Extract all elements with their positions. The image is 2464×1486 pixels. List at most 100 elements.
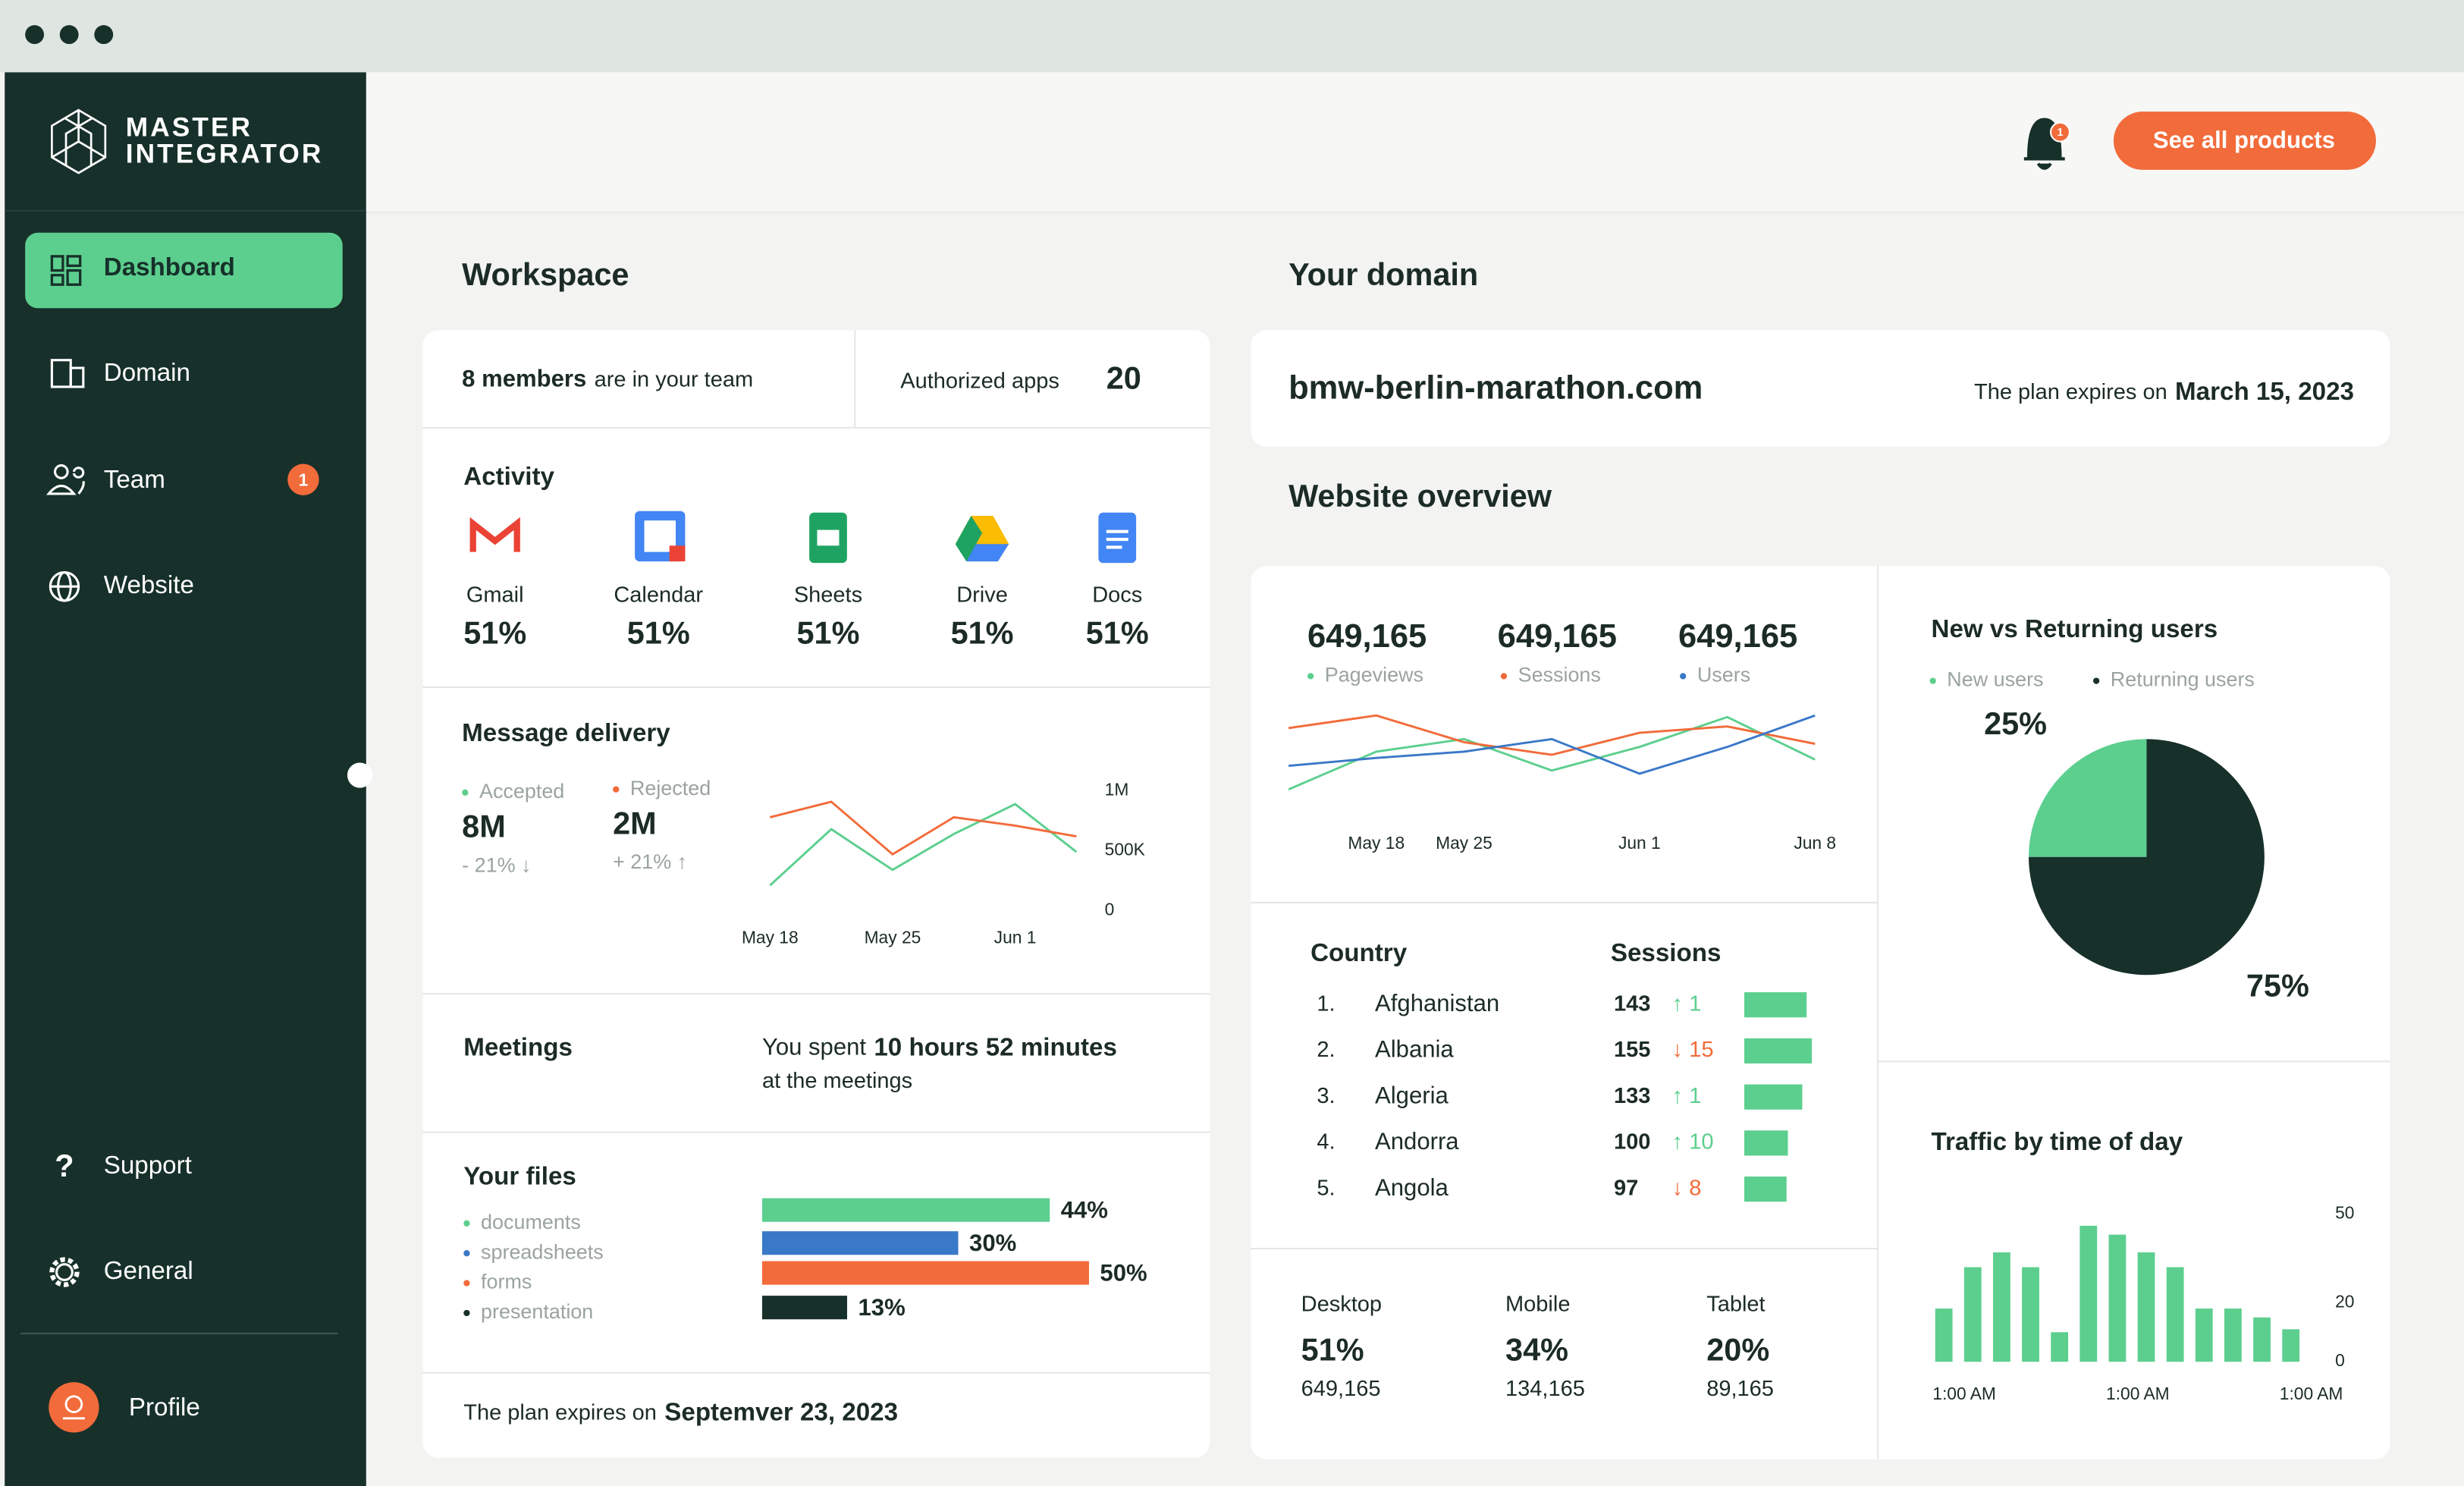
x-tick-label: 1:00 AM [2280, 1384, 2343, 1403]
card-title: Message delivery [462, 719, 670, 747]
legend-label: Accepted [479, 780, 564, 803]
bar [761, 1296, 848, 1320]
section-title: Workspace [462, 256, 629, 292]
legend-label: Users [1697, 664, 1750, 686]
stat-change: - 21% ↓ [462, 853, 531, 876]
plan-text-part: Septemver 23, 2023 [664, 1398, 898, 1426]
apps-count: 20 [1106, 360, 1141, 396]
country: Angola [1375, 1174, 1449, 1201]
x-tick-label: May 18 [742, 928, 799, 947]
workspace-dividers [422, 330, 1210, 1374]
stat-value: 649,165 [1678, 618, 1797, 655]
y-tick-label: 50 [2335, 1202, 2354, 1222]
support-icon: ? [55, 1148, 74, 1183]
session-bar [1744, 1038, 1813, 1063]
button-label[interactable]: See all products [2153, 127, 2335, 153]
sessions: 97 [1614, 1176, 1638, 1200]
dashboard-icon [50, 255, 82, 286]
stat-value: 649,165 [1498, 618, 1617, 655]
domain-name: bmw-berlin-marathon.com [1288, 370, 1703, 407]
nav-item[interactable]: Website [104, 571, 194, 599]
device-share: 34% [1505, 1332, 1568, 1368]
change: ↓ 15 [1672, 1038, 1714, 1062]
legend-dot [1929, 677, 1936, 684]
window-bar [0, 0, 2464, 73]
change: ↑ 10 [1672, 1130, 1714, 1155]
change: ↑ 1 [1672, 991, 1702, 1016]
y-tick-label: 0 [2335, 1350, 2345, 1370]
bar [1935, 1308, 1953, 1362]
sessions: 143 [1614, 991, 1650, 1016]
avatar-icon [62, 1395, 85, 1420]
session-bar [1744, 1084, 1803, 1110]
meetings-text-part: 10 hours 52 minutes [874, 1033, 1117, 1061]
x-tick-label: May 18 [1348, 833, 1405, 853]
domain-card [1251, 330, 2390, 447]
device-name: Desktop [1301, 1292, 1382, 1316]
nav-item[interactable]: General [104, 1257, 193, 1285]
bar [2051, 1332, 2069, 1362]
nav-badge [287, 463, 319, 495]
app-value: 51% [951, 614, 1014, 650]
plan-text: The plan expires on March 15, 2023 [1974, 378, 2354, 406]
legend-label: spreadsheets [481, 1240, 604, 1263]
device-name: Mobile [1505, 1292, 1570, 1316]
avatar[interactable] [49, 1382, 99, 1433]
x-tick-label: May 25 [1436, 833, 1493, 853]
overview-dividers [1251, 566, 2390, 1459]
legend-label: documents [481, 1211, 581, 1233]
x-tick-label: 1:00 AM [1932, 1384, 1996, 1403]
sessions: 133 [1614, 1084, 1650, 1108]
country: Afghanistan [1375, 990, 1499, 1016]
legend-dot [462, 789, 469, 796]
card-title: Traffic by time of day [1932, 1128, 2183, 1156]
app-value: 51% [797, 614, 860, 650]
rank: 4. [1317, 1130, 1335, 1155]
meetings-text-part: You spent [762, 1034, 866, 1060]
bar [761, 1231, 959, 1255]
nav-item[interactable]: Support [104, 1151, 192, 1180]
legend-dot [2092, 677, 2100, 684]
pie-slice [2029, 739, 2147, 857]
table-header: Country [1310, 939, 1408, 967]
table-header: Sessions [1611, 939, 1722, 967]
nav-item[interactable]: Domain [104, 359, 190, 387]
line [1288, 714, 1816, 775]
y-tick-label: 1M [1105, 780, 1129, 800]
products-button[interactable] [2113, 112, 2376, 170]
country: Algeria [1375, 1082, 1449, 1108]
rank: 1. [1317, 991, 1335, 1016]
sessions: 100 [1614, 1130, 1650, 1155]
value-label: 44% [1061, 1196, 1108, 1223]
bar [2282, 1329, 2300, 1362]
nav-item[interactable]: Profile [129, 1393, 200, 1422]
y-tick-label: 500K [1105, 840, 1145, 859]
app-value: 51% [463, 614, 526, 650]
workspace-card [422, 330, 1210, 1458]
bar [2079, 1225, 2098, 1362]
plan-text-part: March 15, 2023 [2175, 378, 2354, 406]
bar [2137, 1252, 2155, 1362]
change: ↓ 8 [1672, 1176, 1702, 1200]
nav-item[interactable]: Dashboard [104, 253, 235, 281]
legend-dot [1307, 673, 1314, 680]
legend-label: Returning users [2111, 668, 2255, 691]
members-part: are in your team [595, 367, 753, 391]
app-value: 51% [627, 614, 690, 650]
country: Albania [1375, 1036, 1454, 1063]
section-title: Your domain [1288, 256, 1478, 292]
meetings-text: at the meetings [762, 1069, 912, 1093]
line [1288, 715, 1816, 790]
collapse-handle[interactable] [347, 762, 373, 788]
value-label: 25% [1984, 705, 2047, 741]
bar [2108, 1234, 2127, 1362]
plan-text-part: The plan expires on [463, 1400, 657, 1425]
legend-label: presentation [481, 1300, 593, 1323]
nav-item[interactable]: Team [104, 466, 165, 494]
app-name: Calendar [614, 583, 703, 607]
line [769, 803, 1078, 887]
session-bar [1744, 1177, 1787, 1202]
nav-active[interactable] [25, 232, 343, 309]
value-label: 50% [1100, 1259, 1147, 1286]
app-icons [469, 511, 1137, 564]
